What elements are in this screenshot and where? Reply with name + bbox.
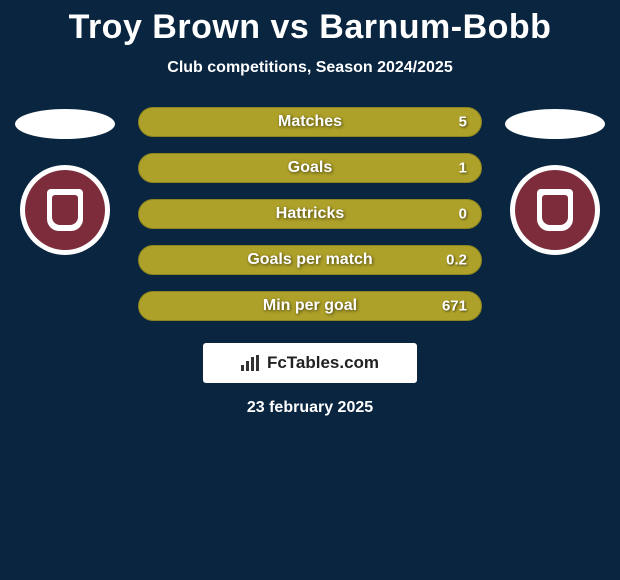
brand-box[interactable]: FcTables.com bbox=[203, 343, 417, 383]
left-club-badge bbox=[20, 165, 110, 255]
stat-bar: Goals 1 bbox=[138, 153, 482, 183]
right-club-badge bbox=[510, 165, 600, 255]
comparison-card: Troy Brown vs Barnum-Bobb Club competiti… bbox=[0, 0, 620, 580]
stat-value-right: 1 bbox=[459, 160, 467, 177]
stat-label: Goals bbox=[288, 159, 332, 177]
stat-value-right: 0.2 bbox=[446, 252, 467, 269]
stat-bar: Min per goal 671 bbox=[138, 291, 482, 321]
shield-icon bbox=[47, 189, 83, 231]
bars-chart-icon bbox=[241, 355, 261, 371]
stat-value-right: 5 bbox=[459, 114, 467, 131]
page-title: Troy Brown vs Barnum-Bobb bbox=[0, 8, 620, 47]
stat-label: Min per goal bbox=[263, 297, 357, 315]
stat-value-right: 0 bbox=[459, 206, 467, 223]
right-jersey-icon bbox=[505, 109, 605, 139]
shield-icon bbox=[537, 189, 573, 231]
stat-value-right: 671 bbox=[442, 298, 467, 315]
left-player-col bbox=[10, 107, 120, 255]
right-player-col bbox=[500, 107, 610, 255]
stat-bar: Goals per match 0.2 bbox=[138, 245, 482, 275]
stat-label: Matches bbox=[278, 113, 342, 131]
stat-label: Goals per match bbox=[247, 251, 372, 269]
content-row: Matches 5 Goals 1 Hattricks 0 Goals per match 0… bbox=[0, 107, 620, 321]
brand-text: FcTables.com bbox=[267, 353, 379, 373]
stat-bar: Matches 5 bbox=[138, 107, 482, 137]
date-text: 23 february 2025 bbox=[0, 399, 620, 417]
stat-label: Hattricks bbox=[276, 205, 344, 223]
left-jersey-icon bbox=[15, 109, 115, 139]
season-subtitle: Club competitions, Season 2024/2025 bbox=[0, 59, 620, 77]
stat-bar: Hattricks 0 bbox=[138, 199, 482, 229]
stats-column: Matches 5 Goals 1 Hattricks 0 Goals per match 0… bbox=[138, 107, 482, 321]
